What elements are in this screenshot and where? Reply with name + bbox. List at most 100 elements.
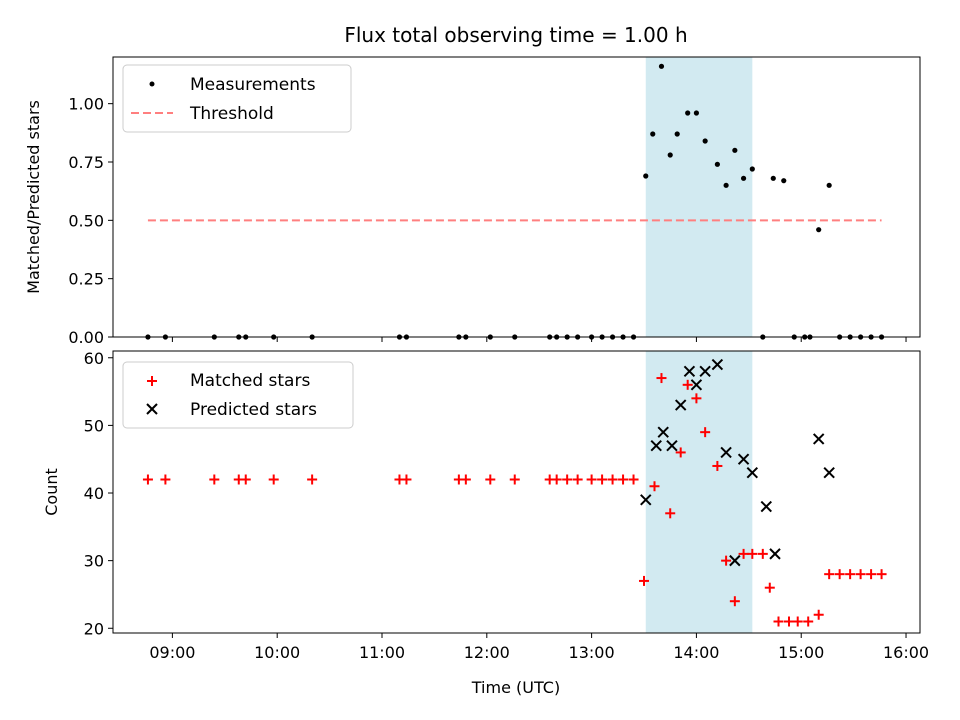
bottom-y-ticks: 20 30 40 50 60	[84, 349, 113, 638]
legend-matched-marker	[147, 376, 157, 386]
measurement-point	[643, 173, 649, 179]
legend-predicted-marker	[146, 403, 158, 415]
x-tick-label: 11:00	[359, 643, 405, 662]
matched-star-point	[803, 616, 814, 627]
matched-star-point	[586, 474, 597, 485]
bottom-panel: 20 30 40 50 60 09:00 10:00 11:00 12:00 13:00 14:0…	[42, 349, 929, 697]
matched-star-point	[757, 548, 768, 559]
predicted-star-point	[760, 500, 772, 513]
matched-star-point	[649, 481, 660, 492]
top-observing-window-span	[645, 57, 753, 337]
matched-star-point	[639, 575, 650, 586]
y-tick-label: 0.75	[68, 153, 104, 172]
matched-star-point	[268, 474, 279, 485]
legend-predicted-label: Predicted stars	[190, 400, 317, 420]
measurement-point	[693, 110, 700, 116]
top-x-ticks	[171, 337, 907, 342]
x-tick-label: 14:00	[673, 643, 719, 662]
matched-star-point	[675, 447, 686, 458]
x-tick-label: 15:00	[778, 643, 824, 662]
matched-star-point	[401, 474, 412, 485]
top-y-ticks: 0.00 0.25 0.50 0.75 1.00	[68, 95, 113, 347]
matched-star-point	[747, 548, 758, 559]
matched-star-point	[307, 474, 318, 485]
legend-measurements-label: Measurements	[190, 75, 316, 95]
y-tick-label: 1.00	[68, 95, 104, 114]
predicted-star-point	[699, 365, 711, 377]
measurement-point	[781, 178, 787, 184]
matched-star-point	[628, 474, 639, 485]
top-axes-frame	[112, 56, 921, 338]
matched-star-point	[700, 427, 711, 438]
matched-star-point	[551, 474, 562, 485]
measurement-point	[674, 131, 680, 137]
matched-star-point	[834, 569, 845, 580]
predicted-star-point	[737, 453, 750, 465]
predicted-star-point	[711, 358, 724, 371]
measurement-point	[685, 110, 691, 116]
measurement-point	[740, 175, 747, 181]
y-tick-label: 30	[84, 552, 104, 571]
predicted-star-point	[746, 467, 759, 479]
bottom-legend: Matched stars Predicted stars	[122, 361, 354, 429]
matched-star-point	[656, 373, 667, 384]
predicted-star-point	[729, 554, 741, 567]
matched-star-point	[597, 474, 608, 485]
top-legend: Measurements Threshold	[122, 64, 352, 133]
predicted-star-point	[812, 433, 825, 445]
matched-star-point	[712, 460, 723, 471]
y-tick-label: 50	[84, 416, 104, 435]
matched-star-point	[845, 569, 856, 580]
matched-star-point	[485, 474, 496, 485]
measurement-point	[826, 182, 832, 188]
matched-star-point	[792, 616, 803, 627]
predicted-star-point	[823, 467, 835, 479]
measurement-point	[658, 63, 665, 69]
matched-star-point	[813, 609, 824, 620]
chart-title: Flux total observing time = 1.00 h	[344, 23, 687, 47]
predicted-star-point	[650, 439, 662, 452]
legend-matched-label: Matched stars	[190, 371, 310, 391]
matched-star-point	[607, 474, 618, 485]
y-tick-label: 0.00	[68, 328, 104, 347]
matched-star-point	[738, 548, 749, 559]
count-points	[142, 358, 887, 627]
x-tick-label: 13:00	[569, 643, 615, 662]
measurement-point	[732, 147, 738, 153]
matched-star-point	[209, 474, 220, 485]
matched-star-point	[783, 616, 794, 627]
measurement-point	[702, 138, 708, 144]
predicted-star-point	[666, 439, 678, 452]
matched-star-point	[562, 474, 573, 485]
measurement-point	[770, 175, 776, 181]
predicted-star-point	[640, 494, 652, 506]
matched-star-point	[764, 582, 775, 593]
matched-star-point	[665, 508, 676, 519]
matched-star-point	[572, 474, 583, 485]
matched-star-point	[691, 393, 702, 404]
legend-measurements-marker	[149, 81, 155, 87]
x-tick-label: 16:00	[883, 643, 929, 662]
bottom-x-ticks: 09:00 10:00 11:00 12:00 13:00 14:00 15:00 16:00	[149, 633, 929, 662]
predicted-star-point	[720, 446, 732, 459]
matched-star-point	[682, 379, 693, 390]
matched-star-point	[509, 474, 520, 485]
measurement-point	[749, 166, 755, 172]
y-tick-label: 60	[84, 349, 104, 368]
matched-star-point	[855, 569, 866, 580]
matched-star-point	[142, 474, 153, 485]
matched-star-point	[721, 555, 732, 566]
bottom-observing-window-span	[645, 351, 753, 633]
matched-star-point	[866, 569, 877, 580]
bottom-axes-frame	[112, 350, 921, 634]
measurement-point	[650, 131, 656, 137]
top-legend-box	[122, 64, 352, 133]
top-y-axis-label: Matched/Predicted stars	[24, 100, 43, 294]
y-tick-label: 0.50	[68, 211, 104, 230]
predicted-star-point	[674, 399, 687, 411]
bottom-y-axis-label: Count	[42, 468, 61, 516]
measurement-point	[816, 227, 822, 233]
x-tick-label: 09:00	[149, 643, 195, 662]
predicted-star-point	[690, 379, 703, 391]
y-tick-label: 20	[84, 619, 104, 638]
